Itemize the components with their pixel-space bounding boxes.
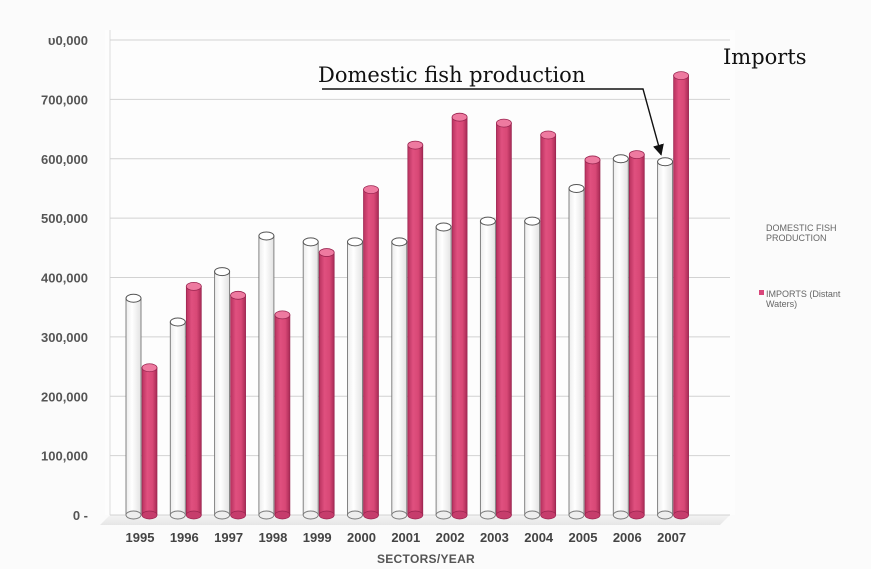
y-tick-label: 0 - xyxy=(73,508,88,523)
annotation-domestic: Domestic fish production xyxy=(318,63,585,87)
x-tick-label: 2006 xyxy=(613,530,642,545)
bar-domestic-2000 xyxy=(347,237,363,520)
bar-imports-1996 xyxy=(185,282,202,520)
annotation-imports: Imports xyxy=(723,45,807,69)
annotations: Domestic fish production Imports xyxy=(318,45,807,156)
bar-domestic-2005 xyxy=(568,183,585,520)
bar-domestic-2001 xyxy=(391,237,408,520)
legend-label-imports: IMPORTS (Distant xyxy=(766,289,841,299)
y-tick-label: 300,000 xyxy=(41,330,88,345)
y-tick-label: 100,000 xyxy=(41,449,88,464)
x-tick-label: 2000 xyxy=(347,530,376,545)
bar-imports-2004 xyxy=(540,130,557,520)
bar-imports-2003 xyxy=(495,118,512,520)
bar-domestic-2004 xyxy=(524,216,541,520)
bar-imports-1999 xyxy=(318,248,335,520)
bar-imports-2002 xyxy=(451,112,468,520)
y-tick-label: υ0,000 xyxy=(48,33,88,48)
x-tick-label: 1999 xyxy=(303,530,332,545)
bar-domestic-2007 xyxy=(657,157,674,520)
x-tick-label: 1995 xyxy=(126,530,155,545)
y-axis-ticks: 0 - 100,000 200,000 300,000 400,000 500,000 60… xyxy=(41,33,88,523)
y-tick-label: 200,000 xyxy=(41,389,88,404)
bar-imports-2005 xyxy=(584,155,601,520)
bar-domestic-1998 xyxy=(258,231,275,520)
x-tick-label: 1997 xyxy=(214,530,243,545)
legend-swatch-imports xyxy=(759,290,764,295)
y-tick-label: 500,000 xyxy=(41,211,88,226)
bar-imports-1997 xyxy=(230,290,247,520)
x-tick-label: 2002 xyxy=(436,530,465,545)
bar-domestic-1999 xyxy=(302,237,319,520)
bar-domestic-2002 xyxy=(435,222,452,520)
bar-imports-1995 xyxy=(141,363,158,520)
x-tick-label: 2001 xyxy=(391,530,420,545)
y-tick-label: 400,000 xyxy=(41,271,88,286)
legend-label-domestic: PRODUCTION xyxy=(766,233,827,243)
bar-imports-1998 xyxy=(274,310,291,520)
bar-imports-2001 xyxy=(407,140,424,520)
bar-domestic-1995 xyxy=(125,293,142,520)
x-tick-label: 2005 xyxy=(569,530,598,545)
annotation-arrow xyxy=(322,88,664,156)
bar-domestic-1997 xyxy=(214,267,231,520)
x-tick-label: 1996 xyxy=(170,530,199,545)
bar-domestic-2006 xyxy=(612,154,629,520)
bar-imports-2000 xyxy=(363,185,379,520)
legend-label-domestic: DOMESTIC FISH xyxy=(766,223,837,233)
x-tick-label: 2007 xyxy=(657,530,686,545)
x-axis-ticks: 1995 1996 1997 1998 1999 2000 2001 2002 2003 2004… xyxy=(126,530,687,545)
legend-label-imports: Waters) xyxy=(766,299,797,309)
x-tick-label: 2004 xyxy=(524,530,554,545)
x-tick-label: 2003 xyxy=(480,530,509,545)
bar-imports-2007 xyxy=(673,71,689,520)
bars xyxy=(125,71,689,520)
x-axis-label: SECTORS/YEAR xyxy=(377,552,475,566)
x-tick-label: 1998 xyxy=(258,530,287,545)
bar-imports-2006 xyxy=(628,150,645,520)
bar-domestic-2003 xyxy=(479,216,496,520)
bar-domestic-1996 xyxy=(169,317,186,520)
y-tick-label: 600,000 xyxy=(41,152,88,167)
y-tick-label: 700,000 xyxy=(41,92,88,107)
